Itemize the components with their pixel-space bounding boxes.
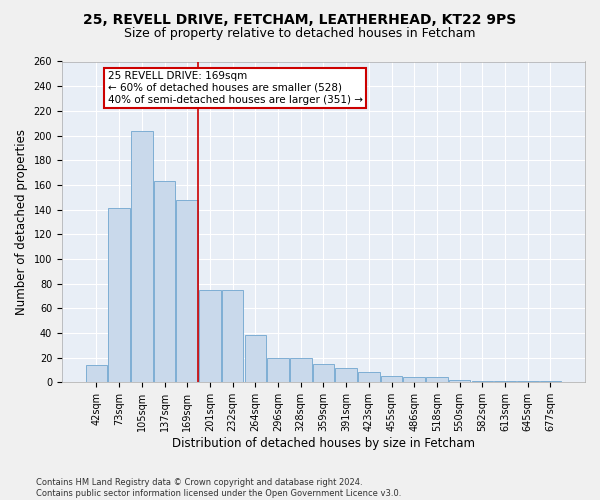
Bar <box>290 358 311 382</box>
Bar <box>176 200 198 382</box>
Bar <box>539 381 561 382</box>
Bar <box>199 290 221 382</box>
Text: 25, REVELL DRIVE, FETCHAM, LEATHERHEAD, KT22 9PS: 25, REVELL DRIVE, FETCHAM, LEATHERHEAD, … <box>83 12 517 26</box>
Bar <box>403 378 425 382</box>
Bar <box>131 130 152 382</box>
Bar <box>335 368 357 382</box>
Bar <box>472 381 493 382</box>
Bar <box>222 290 244 382</box>
Bar <box>381 376 403 382</box>
Bar <box>313 364 334 382</box>
Text: Size of property relative to detached houses in Fetcham: Size of property relative to detached ho… <box>124 28 476 40</box>
Bar <box>154 181 175 382</box>
Bar <box>86 365 107 382</box>
Bar <box>426 378 448 382</box>
Bar <box>358 372 380 382</box>
Bar <box>245 336 266 382</box>
Bar <box>267 358 289 382</box>
Text: 25 REVELL DRIVE: 169sqm
← 60% of detached houses are smaller (528)
40% of semi-d: 25 REVELL DRIVE: 169sqm ← 60% of detache… <box>108 72 363 104</box>
Bar <box>109 208 130 382</box>
Bar <box>517 381 539 382</box>
Y-axis label: Number of detached properties: Number of detached properties <box>15 129 28 315</box>
X-axis label: Distribution of detached houses by size in Fetcham: Distribution of detached houses by size … <box>172 437 475 450</box>
Text: Contains HM Land Registry data © Crown copyright and database right 2024.
Contai: Contains HM Land Registry data © Crown c… <box>36 478 401 498</box>
Bar <box>494 381 516 382</box>
Bar <box>449 380 470 382</box>
